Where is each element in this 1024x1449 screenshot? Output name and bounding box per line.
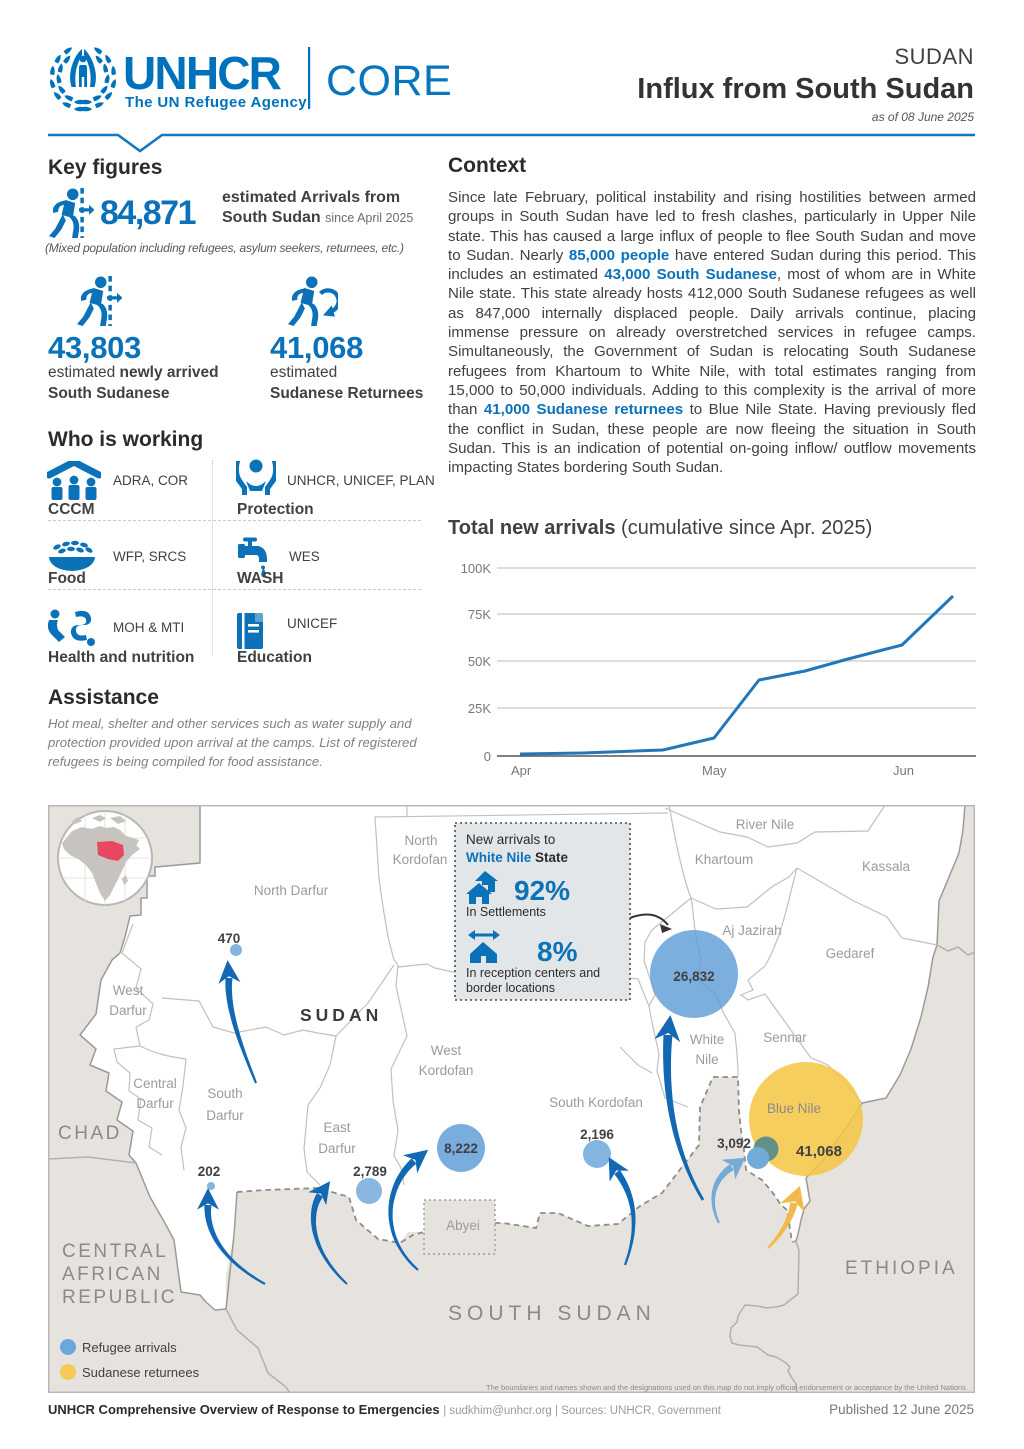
svg-text:SUDAN: SUDAN — [300, 1005, 382, 1025]
svg-text:ETHIOPIA: ETHIOPIA — [845, 1258, 958, 1279]
svg-text:White Nile State: White Nile State — [466, 850, 569, 865]
svg-text:Darfur: Darfur — [109, 1003, 147, 1018]
svg-text:Sennar: Sennar — [763, 1030, 807, 1045]
svg-text:202: 202 — [198, 1164, 221, 1179]
svg-text:In Settlements: In Settlements — [466, 905, 546, 919]
svg-text:Abyei: Abyei — [446, 1218, 480, 1233]
svg-text:River Nile: River Nile — [736, 817, 795, 832]
svg-text:Kassala: Kassala — [862, 859, 911, 874]
svg-text:Sudanese returnees: Sudanese returnees — [82, 1365, 200, 1380]
svg-text:Refugee arrivals: Refugee arrivals — [82, 1340, 177, 1355]
svg-text:White: White — [690, 1032, 725, 1047]
svg-text:470: 470 — [218, 931, 241, 946]
svg-text:Darfur: Darfur — [206, 1108, 244, 1123]
svg-text:border locations: border locations — [466, 981, 555, 995]
svg-text:North Darfur: North Darfur — [254, 883, 329, 898]
svg-text:100K: 100K — [461, 561, 492, 576]
svg-text:The UN Refugee Agency: The UN Refugee Agency — [125, 94, 307, 111]
svg-text:41,068: 41,068 — [796, 1143, 842, 1160]
svg-text:Khartoum: Khartoum — [695, 852, 754, 867]
svg-text:SOUTH SUDAN: SOUTH SUDAN — [448, 1302, 656, 1325]
svg-text:In reception centers and: In reception centers and — [466, 966, 600, 980]
svg-text:The boundaries and names shown: The boundaries and names shown and the d… — [486, 1385, 968, 1392]
svg-text:North: North — [404, 833, 437, 848]
svg-text:Blue Nile: Blue Nile — [767, 1101, 821, 1116]
svg-text:REPUBLIC: REPUBLIC — [62, 1287, 177, 1308]
svg-text:2,196: 2,196 — [580, 1127, 614, 1142]
svg-text:CORE: CORE — [326, 57, 452, 105]
svg-text:75K: 75K — [468, 607, 491, 622]
svg-text:May: May — [702, 763, 727, 778]
svg-text:Central: Central — [133, 1076, 177, 1091]
svg-text:Gedaref: Gedaref — [826, 946, 875, 961]
svg-text:New arrivals to: New arrivals to — [466, 832, 555, 847]
svg-text:CENTRAL: CENTRAL — [62, 1241, 168, 1262]
svg-text:Apr: Apr — [511, 763, 532, 778]
svg-text:UNHCR: UNHCR — [123, 47, 282, 99]
svg-text:50K: 50K — [468, 654, 491, 669]
svg-text:West: West — [113, 983, 144, 998]
svg-text:25K: 25K — [468, 701, 491, 716]
svg-text:Kordofan: Kordofan — [419, 1063, 474, 1078]
svg-text:2,789: 2,789 — [353, 1164, 387, 1179]
svg-text:South Kordofan: South Kordofan — [549, 1095, 643, 1110]
svg-text:AFRICAN: AFRICAN — [62, 1264, 163, 1285]
svg-text:8,222: 8,222 — [444, 1141, 478, 1156]
svg-text:South: South — [207, 1086, 242, 1101]
svg-text:Nile: Nile — [695, 1052, 718, 1067]
svg-text:8%: 8% — [537, 936, 578, 967]
svg-text:Jun: Jun — [893, 763, 914, 778]
svg-text:East: East — [323, 1120, 350, 1135]
svg-text:Aj Jazirah: Aj Jazirah — [722, 923, 781, 938]
svg-text:West: West — [431, 1043, 462, 1058]
svg-text:92%: 92% — [514, 875, 570, 906]
svg-text:Kordofan: Kordofan — [393, 852, 448, 867]
svg-text:3,092: 3,092 — [717, 1136, 751, 1151]
svg-text:0: 0 — [484, 749, 491, 764]
svg-text:Darfur: Darfur — [136, 1096, 174, 1111]
svg-text:26,832: 26,832 — [673, 969, 714, 984]
svg-text:Darfur: Darfur — [318, 1141, 356, 1156]
svg-text:CHAD: CHAD — [58, 1123, 122, 1144]
